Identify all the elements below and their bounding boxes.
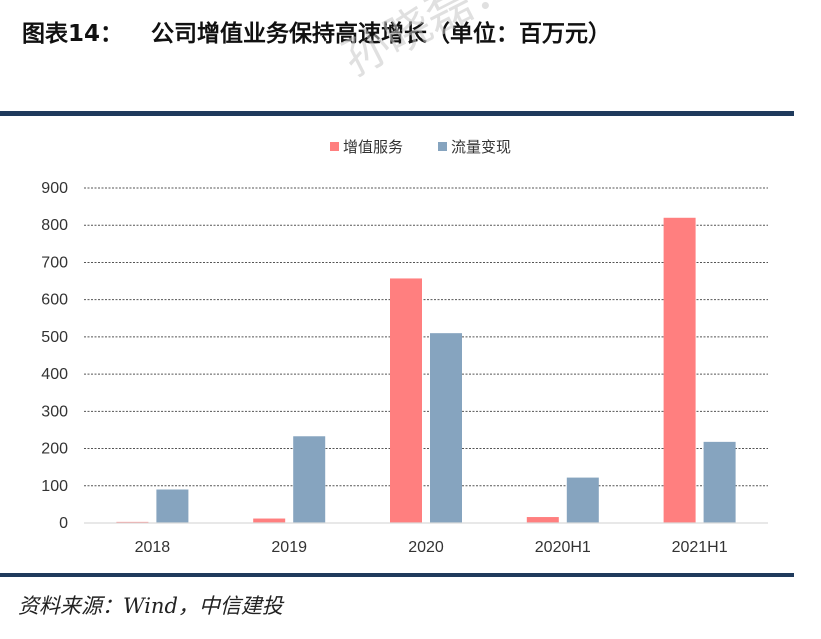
x-tick-label: 2021H1 [672, 539, 728, 556]
bar [430, 333, 462, 523]
top-rule [0, 111, 794, 116]
legend-label: 流量变现 [451, 139, 511, 156]
x-tick-label: 2018 [135, 539, 171, 556]
x-tick-label: 2020 [408, 539, 444, 556]
bar [156, 489, 189, 523]
legend-swatch [438, 142, 447, 151]
figure-title-text: 公司增值业务保持高速增长（单位：百万元） [151, 21, 612, 47]
chart-gridlines [84, 187, 768, 487]
y-tick-label: 800 [41, 217, 68, 234]
y-axis: 0 100 200 300 400 500 600 700 800 900 [41, 180, 68, 532]
bottom-rule [0, 573, 794, 577]
y-tick-label: 600 [41, 292, 68, 309]
x-tick-label: 2020H1 [535, 539, 591, 556]
y-tick-label: 700 [41, 254, 68, 271]
bar [566, 477, 599, 523]
bar [703, 441, 736, 523]
y-tick-label: 200 [41, 441, 68, 458]
bar [390, 278, 422, 523]
bar-chart: 增值服务 流量变现 0 100 200 300 400 500 600 700 800 900 20… [41, 139, 768, 556]
bar [663, 217, 696, 523]
source-note: 资料来源：Wind，中信建投 [18, 594, 283, 618]
legend-swatch [330, 142, 339, 151]
y-tick-label: 100 [41, 478, 68, 495]
y-tick-label: 0 [59, 515, 68, 532]
chart-bars [116, 217, 736, 523]
chart-legend: 增值服务 流量变现 [330, 139, 511, 156]
bar [253, 518, 286, 523]
x-tick-label: 2019 [271, 539, 307, 556]
figure-title: 图表14： 公司增值业务保持高速增长（单位：百万元） [22, 14, 611, 48]
bar [526, 517, 559, 523]
figure-number: 图表14： [22, 21, 124, 47]
y-tick-label: 300 [41, 403, 68, 420]
legend-label: 增值服务 [343, 139, 403, 156]
y-tick-label: 500 [41, 329, 68, 346]
bar [293, 436, 326, 523]
x-axis: 2018 2019 2020 2020H1 2021H1 [84, 522, 768, 556]
y-tick-label: 400 [41, 366, 68, 383]
y-tick-label: 900 [41, 180, 68, 197]
